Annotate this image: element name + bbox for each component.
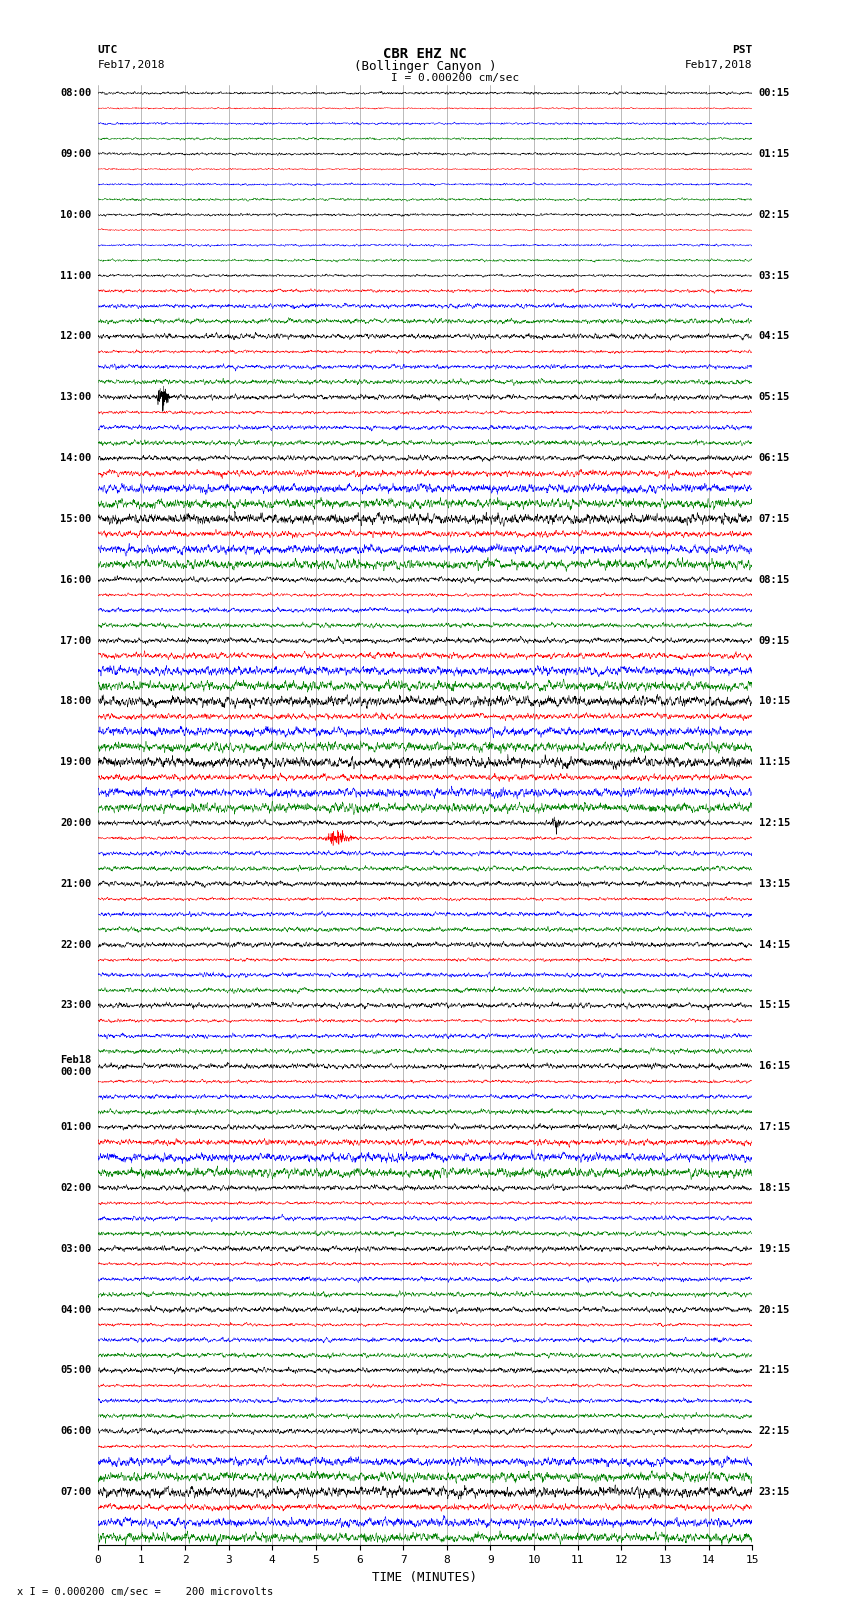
Text: 15:15: 15:15 xyxy=(759,1000,790,1010)
Text: 18:00: 18:00 xyxy=(60,697,91,706)
Text: 01:15: 01:15 xyxy=(759,148,790,160)
Text: 19:15: 19:15 xyxy=(759,1244,790,1253)
Text: 13:00: 13:00 xyxy=(60,392,91,402)
Text: 00:15: 00:15 xyxy=(759,89,790,98)
Text: 16:15: 16:15 xyxy=(759,1061,790,1071)
Text: 13:15: 13:15 xyxy=(759,879,790,889)
Text: UTC: UTC xyxy=(98,45,118,55)
Text: PST: PST xyxy=(732,45,752,55)
Text: 05:00: 05:00 xyxy=(60,1365,91,1376)
Text: CBR EHZ NC: CBR EHZ NC xyxy=(383,47,467,61)
Text: 20:15: 20:15 xyxy=(759,1305,790,1315)
Text: 22:00: 22:00 xyxy=(60,940,91,950)
Text: 15:00: 15:00 xyxy=(60,515,91,524)
Text: 22:15: 22:15 xyxy=(759,1426,790,1436)
Text: 16:00: 16:00 xyxy=(60,574,91,584)
Text: Feb17,2018: Feb17,2018 xyxy=(98,60,165,69)
Text: 07:15: 07:15 xyxy=(759,515,790,524)
Text: 23:15: 23:15 xyxy=(759,1487,790,1497)
Text: 06:15: 06:15 xyxy=(759,453,790,463)
Text: 04:00: 04:00 xyxy=(60,1305,91,1315)
Text: 02:00: 02:00 xyxy=(60,1182,91,1194)
X-axis label: TIME (MINUTES): TIME (MINUTES) xyxy=(372,1571,478,1584)
Text: 05:15: 05:15 xyxy=(759,392,790,402)
Text: 09:00: 09:00 xyxy=(60,148,91,160)
Text: 10:15: 10:15 xyxy=(759,697,790,706)
Text: Feb17,2018: Feb17,2018 xyxy=(685,60,752,69)
Text: 17:00: 17:00 xyxy=(60,636,91,645)
Text: 23:00: 23:00 xyxy=(60,1000,91,1010)
Text: 06:00: 06:00 xyxy=(60,1426,91,1436)
Text: 21:00: 21:00 xyxy=(60,879,91,889)
Text: (Bollinger Canyon ): (Bollinger Canyon ) xyxy=(354,60,496,73)
Text: 08:00: 08:00 xyxy=(60,89,91,98)
Text: 19:00: 19:00 xyxy=(60,756,91,768)
Text: 14:15: 14:15 xyxy=(759,940,790,950)
Text: 21:15: 21:15 xyxy=(759,1365,790,1376)
Text: 20:00: 20:00 xyxy=(60,818,91,827)
Text: 07:00: 07:00 xyxy=(60,1487,91,1497)
Text: 02:15: 02:15 xyxy=(759,210,790,219)
Text: 12:15: 12:15 xyxy=(759,818,790,827)
Text: 12:00: 12:00 xyxy=(60,331,91,342)
Text: 04:15: 04:15 xyxy=(759,331,790,342)
Text: 14:00: 14:00 xyxy=(60,453,91,463)
Text: 08:15: 08:15 xyxy=(759,574,790,584)
Text: I = 0.000200 cm/sec: I = 0.000200 cm/sec xyxy=(391,73,519,82)
Text: 10:00: 10:00 xyxy=(60,210,91,219)
Text: 01:00: 01:00 xyxy=(60,1123,91,1132)
Text: 11:15: 11:15 xyxy=(759,756,790,768)
Text: 17:15: 17:15 xyxy=(759,1123,790,1132)
Text: 09:15: 09:15 xyxy=(759,636,790,645)
Text: x I = 0.000200 cm/sec =    200 microvolts: x I = 0.000200 cm/sec = 200 microvolts xyxy=(17,1587,273,1597)
Text: 03:15: 03:15 xyxy=(759,271,790,281)
Text: Feb18
00:00: Feb18 00:00 xyxy=(60,1055,91,1077)
Text: 11:00: 11:00 xyxy=(60,271,91,281)
Text: 18:15: 18:15 xyxy=(759,1182,790,1194)
Text: 03:00: 03:00 xyxy=(60,1244,91,1253)
